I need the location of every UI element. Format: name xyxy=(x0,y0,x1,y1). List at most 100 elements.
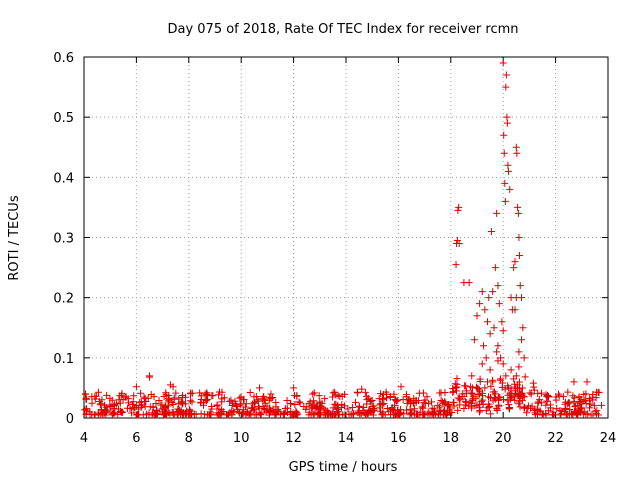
data-point xyxy=(512,294,520,302)
x-tick-label: 14 xyxy=(338,431,355,446)
data-point xyxy=(388,406,396,414)
data-point xyxy=(564,400,572,408)
data-point xyxy=(406,411,414,419)
data-point xyxy=(547,404,555,412)
data-point xyxy=(562,411,570,419)
data-point xyxy=(527,390,535,398)
data-point xyxy=(332,391,340,399)
data-point xyxy=(305,408,313,416)
x-tick-label: 24 xyxy=(600,431,617,446)
data-point xyxy=(281,410,289,418)
data-point xyxy=(155,396,163,404)
data-point xyxy=(537,399,545,407)
data-point xyxy=(254,397,262,405)
x-tick-label: 10 xyxy=(233,431,250,446)
data-point xyxy=(247,404,255,412)
data-point xyxy=(587,400,595,408)
data-point xyxy=(483,378,491,386)
data-point xyxy=(370,404,378,412)
data-point xyxy=(562,405,570,413)
data-point xyxy=(287,400,295,408)
data-point xyxy=(157,401,165,409)
data-point xyxy=(272,398,280,406)
data-point xyxy=(494,357,502,365)
data-point xyxy=(576,399,584,407)
data-point xyxy=(478,360,486,368)
data-point xyxy=(462,398,470,406)
data-point xyxy=(379,391,387,399)
data-point xyxy=(592,394,600,402)
data-point xyxy=(419,410,427,418)
data-point xyxy=(499,396,507,404)
data-point xyxy=(555,392,563,400)
data-point xyxy=(556,406,564,414)
data-point xyxy=(543,397,551,405)
data-point xyxy=(487,227,495,235)
data-point xyxy=(377,390,385,398)
data-point xyxy=(95,410,103,418)
data-point xyxy=(205,411,213,419)
data-point xyxy=(511,380,519,388)
data-point xyxy=(496,393,504,401)
data-point xyxy=(310,397,318,405)
data-point xyxy=(490,324,498,332)
data-point xyxy=(392,397,400,405)
data-point xyxy=(213,401,221,409)
data-point xyxy=(516,282,524,290)
data-point xyxy=(515,398,523,406)
data-point xyxy=(521,373,529,381)
data-point xyxy=(283,409,291,417)
data-point xyxy=(460,404,468,412)
data-point xyxy=(103,391,111,399)
data-point xyxy=(88,393,96,401)
data-point xyxy=(281,404,289,412)
x-tick-label: 22 xyxy=(547,431,564,446)
data-point xyxy=(523,409,531,417)
data-point xyxy=(192,410,200,418)
data-point xyxy=(565,399,573,407)
data-point xyxy=(126,405,134,413)
data-point xyxy=(227,396,235,404)
data-point xyxy=(458,393,466,401)
y-tick-label: 0.1 xyxy=(53,352,74,367)
data-point xyxy=(506,405,514,413)
data-point xyxy=(140,393,148,401)
data-point xyxy=(148,409,156,417)
data-point xyxy=(515,400,523,408)
data-point xyxy=(336,393,344,401)
data-point xyxy=(310,389,318,397)
data-point xyxy=(280,409,288,417)
data-point xyxy=(162,411,170,419)
data-point xyxy=(160,393,168,401)
x-tick-label: 4 xyxy=(80,431,88,446)
data-point xyxy=(116,399,124,407)
data-point xyxy=(206,408,214,416)
data-point xyxy=(481,384,489,392)
data-point xyxy=(334,401,342,409)
data-point xyxy=(188,398,196,406)
data-point xyxy=(233,402,241,410)
data-point xyxy=(162,409,170,417)
data-point xyxy=(516,403,524,411)
data-point xyxy=(561,406,569,414)
data-points xyxy=(81,59,605,419)
data-point xyxy=(449,399,457,407)
data-point xyxy=(454,206,462,214)
data-point xyxy=(515,378,523,386)
data-point xyxy=(529,379,537,387)
y-tick-label: 0.6 xyxy=(53,51,74,66)
data-point xyxy=(453,387,461,395)
data-point xyxy=(538,411,546,419)
data-point xyxy=(283,396,291,404)
data-point xyxy=(108,410,116,418)
data-point xyxy=(341,390,349,398)
data-point xyxy=(94,388,102,396)
data-point xyxy=(390,390,398,398)
data-point xyxy=(269,405,277,413)
data-point xyxy=(468,372,476,380)
data-point xyxy=(583,378,591,386)
data-point xyxy=(130,403,138,411)
data-point xyxy=(394,397,402,405)
data-point xyxy=(452,261,460,269)
data-point xyxy=(359,407,367,415)
